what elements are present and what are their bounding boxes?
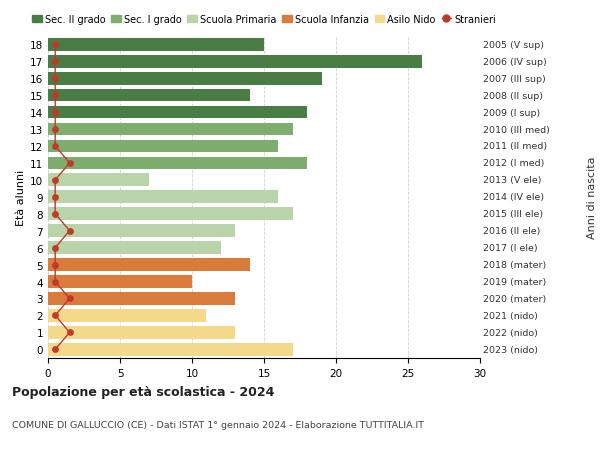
Text: COMUNE DI GALLUCCIO (CE) - Dati ISTAT 1° gennaio 2024 - Elaborazione TUTTITALIA.: COMUNE DI GALLUCCIO (CE) - Dati ISTAT 1°… (12, 420, 424, 429)
Text: 2008 (II sup): 2008 (II sup) (483, 91, 543, 101)
Point (65, 160, 74, 167)
Bar (48, 326, 235, 339)
Text: 2012 (I med): 2012 (I med) (483, 159, 544, 168)
Point (50, 143, 60, 150)
Point (50, 92, 60, 100)
Point (65, 228, 74, 235)
Text: 2023 (nido): 2023 (nido) (483, 345, 538, 354)
Point (50, 312, 60, 319)
Text: 2020 (mater): 2020 (mater) (483, 294, 546, 303)
Point (50, 278, 60, 285)
Point (50, 177, 60, 184)
Bar (48, 90, 250, 102)
Point (50, 194, 60, 201)
Bar (48, 157, 307, 170)
Text: 2016 (II ele): 2016 (II ele) (483, 227, 541, 235)
Text: 2011 (II med): 2011 (II med) (483, 142, 547, 151)
Bar (48, 292, 235, 305)
Text: 2009 (I sup): 2009 (I sup) (483, 108, 540, 118)
Text: 2021 (nido): 2021 (nido) (483, 311, 538, 320)
Point (65, 295, 74, 302)
Point (50, 245, 60, 252)
Text: 2014 (IV ele): 2014 (IV ele) (483, 193, 544, 202)
Text: 2017 (I ele): 2017 (I ele) (483, 244, 538, 252)
Point (50, 211, 60, 218)
Y-axis label: Età alunni: Età alunni (16, 169, 26, 225)
Point (50, 75, 60, 83)
Bar (48, 39, 264, 51)
Text: 2010 (III med): 2010 (III med) (483, 125, 550, 134)
Text: 2013 (V ele): 2013 (V ele) (483, 176, 542, 185)
Bar (48, 225, 235, 238)
Point (50, 41, 60, 49)
Bar (48, 242, 221, 254)
Bar (48, 73, 322, 85)
Point (50, 109, 60, 117)
Bar (48, 174, 149, 187)
Point (50, 58, 60, 66)
Bar (48, 208, 293, 221)
Point (50, 126, 60, 134)
Text: 2007 (III sup): 2007 (III sup) (483, 74, 546, 84)
Legend: Sec. II grado, Sec. I grado, Scuola Primaria, Scuola Infanzia, Asilo Nido, Stran: Sec. II grado, Sec. I grado, Scuola Prim… (28, 11, 500, 28)
Text: 2015 (III ele): 2015 (III ele) (483, 210, 543, 219)
Bar (48, 140, 278, 153)
Text: 2022 (nido): 2022 (nido) (483, 328, 538, 337)
Text: Anni di nascita: Anni di nascita (587, 156, 597, 239)
Text: 2005 (V sup): 2005 (V sup) (483, 41, 544, 50)
Text: 2018 (mater): 2018 (mater) (483, 261, 546, 269)
Bar (48, 309, 206, 322)
Point (50, 261, 60, 269)
Bar (48, 191, 278, 204)
Bar (48, 343, 293, 356)
Bar (48, 106, 307, 119)
Point (50, 346, 60, 353)
Bar (48, 259, 250, 271)
Bar (48, 123, 293, 136)
Text: Popolazione per età scolastica - 2024: Popolazione per età scolastica - 2024 (12, 385, 274, 398)
Bar (48, 56, 422, 68)
Bar (48, 275, 192, 288)
Point (65, 329, 74, 336)
Text: 2019 (mater): 2019 (mater) (483, 277, 546, 286)
Text: 2006 (IV sup): 2006 (IV sup) (483, 57, 547, 67)
